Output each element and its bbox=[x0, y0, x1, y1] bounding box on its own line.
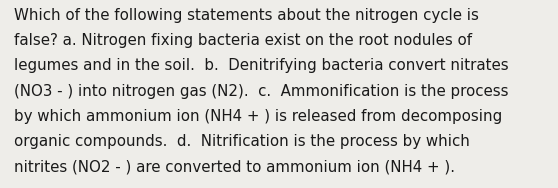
Text: by which ammonium ion (NH4 + ) is released from decomposing: by which ammonium ion (NH4 + ) is releas… bbox=[14, 109, 502, 124]
Text: nitrites (NO2 - ) are converted to ammonium ion (NH4 + ).: nitrites (NO2 - ) are converted to ammon… bbox=[14, 160, 455, 175]
Text: (NO3 - ) into nitrogen gas (N2).  c.  Ammonification is the process: (NO3 - ) into nitrogen gas (N2). c. Ammo… bbox=[14, 84, 508, 99]
Text: Which of the following statements about the nitrogen cycle is: Which of the following statements about … bbox=[14, 8, 479, 23]
Text: legumes and in the soil.  b.  Denitrifying bacteria convert nitrates: legumes and in the soil. b. Denitrifying… bbox=[14, 58, 508, 73]
Text: organic compounds.  d.  Nitrification is the process by which: organic compounds. d. Nitrification is t… bbox=[14, 134, 470, 149]
Text: false? a. Nitrogen fixing bacteria exist on the root nodules of: false? a. Nitrogen fixing bacteria exist… bbox=[14, 33, 472, 48]
